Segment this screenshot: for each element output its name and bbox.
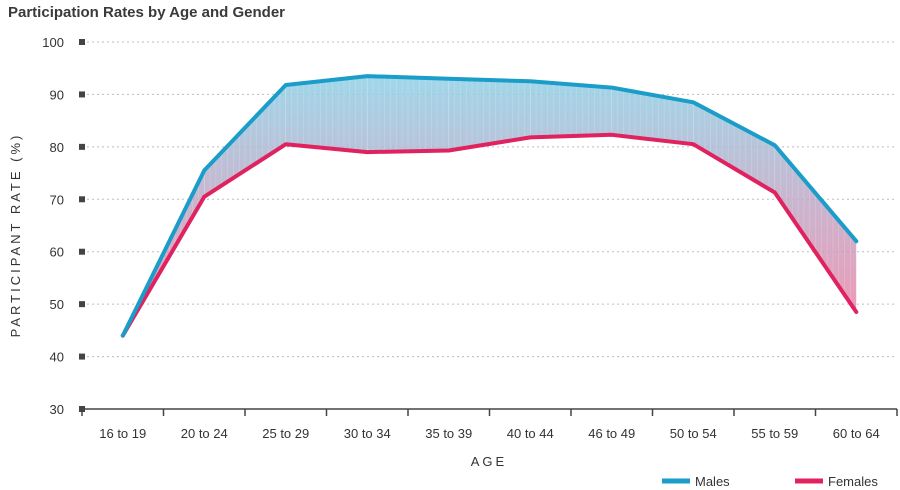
legend-label-females: Females [828,474,878,489]
x-tick-label: 16 to 19 [99,426,146,441]
series-lines [120,74,859,338]
x-tick-label: 35 to 39 [425,426,472,441]
y-tick-mark [79,196,85,203]
y-ticks: 30 40 50 60 70 80 90 100 [42,35,85,417]
y-tick-label: 60 [50,245,64,260]
x-tick-label: 20 to 24 [181,426,228,441]
x-tick-label: 40 to 44 [507,426,554,441]
y-tick-label: 50 [50,297,64,312]
chart-title: Participation Rates by Age and Gender [8,4,286,21]
legend: Males Females [662,474,878,489]
x-tick-label: 60 to 64 [833,426,880,441]
grid-lines [82,41,897,358]
y-tick-mark [79,353,85,360]
legend-label-males: Males [695,474,730,489]
series-line-males [120,74,859,338]
y-tick-label: 100 [42,35,64,50]
y-tick-label: 90 [50,87,64,102]
y-tick-mark [79,39,85,45]
x-tick-label: 30 to 34 [344,426,391,441]
series-line-females [120,132,859,338]
x-ticks: 16 to 19 20 to 24 25 to 29 30 to 34 35 to 39… [81,408,898,441]
y-tick-label: 70 [50,192,64,207]
y-tick-mark [79,301,85,308]
x-tick-label: 25 to 29 [262,426,309,441]
y-tick-mark [79,91,85,98]
y-tick-mark [79,143,85,150]
x-tick-label: 46 to 49 [588,426,635,441]
gap-band [122,76,857,336]
y-tick-label: 80 [50,140,64,155]
y-tick-label: 40 [50,350,64,365]
y-axis-label: PARTICIPANT RATE (%) [8,133,23,338]
y-tick-label: 30 [50,402,64,417]
x-tick-label: 55 to 59 [751,426,798,441]
y-tick-mark [79,248,85,255]
x-axis-label: AGE [471,454,507,469]
x-tick-label: 50 to 54 [670,426,717,441]
